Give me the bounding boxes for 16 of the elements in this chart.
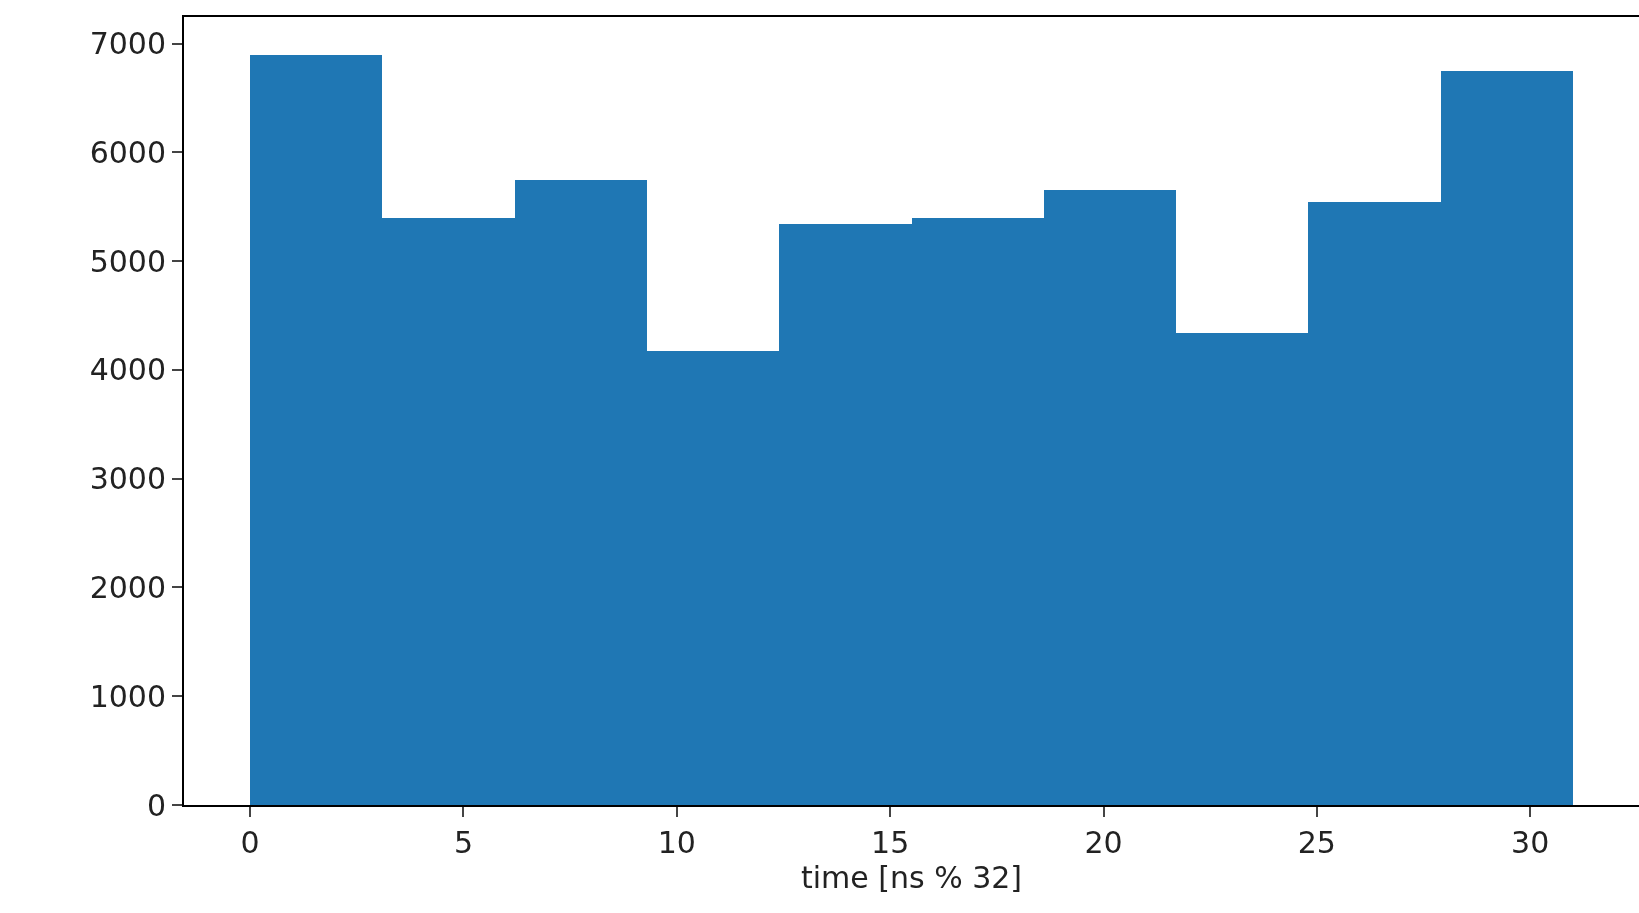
y-tick-label: 7000 xyxy=(89,26,166,62)
y-tick-label: 3000 xyxy=(89,461,166,497)
y-tick-label: 0 xyxy=(146,787,166,823)
y-tick-label: 5000 xyxy=(89,243,166,279)
x-tick-label: 10 xyxy=(657,825,696,860)
x-tick-label: 5 xyxy=(453,825,474,860)
x-tick-label: 30 xyxy=(1511,825,1550,860)
x-tick-label: 20 xyxy=(1084,825,1123,860)
x-tick-label: 25 xyxy=(1297,825,1336,860)
y-tick-label: 2000 xyxy=(89,569,166,605)
y-tick-label: 6000 xyxy=(89,134,166,170)
y-tick-label: 4000 xyxy=(89,352,166,388)
x-tick-label: 0 xyxy=(240,825,260,860)
x-axis-title: time [ns % 32] xyxy=(800,860,1023,895)
y-tick-label: 1000 xyxy=(89,678,166,714)
x-tick-label: 15 xyxy=(871,825,910,860)
